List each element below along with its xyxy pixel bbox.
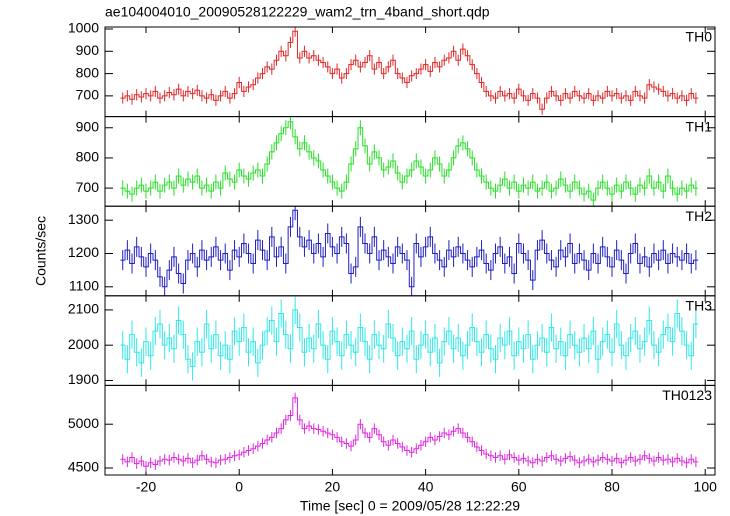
y-tick-label: 4500: [68, 459, 99, 475]
y-tick-label: 900: [76, 118, 100, 134]
x-axis-label: Time [sec] 0 = 2009/05/28 12:22:29: [300, 498, 520, 514]
step-line: [120, 121, 699, 201]
panel-frame: [104, 116, 716, 207]
y-tick-label: 1300: [68, 211, 99, 227]
x-tick-label: 40: [418, 479, 434, 495]
x-tick-label: 0: [235, 479, 243, 495]
y-tick-label: 1000: [68, 20, 99, 36]
panel-frame: [104, 384, 716, 476]
x-tick-label: 20: [325, 479, 341, 495]
step-line: [120, 209, 699, 288]
step-line: [120, 309, 699, 367]
panel-label: TH0123: [662, 387, 712, 403]
x-tick-label: 60: [511, 479, 527, 495]
panel-label: TH2: [686, 208, 713, 224]
y-tick-label: 800: [76, 149, 100, 165]
x-tick-label: 80: [604, 479, 620, 495]
x-tick-label: -20: [136, 479, 156, 495]
y-tick-label: 700: [76, 179, 100, 195]
y-tick-label: 2000: [68, 336, 99, 352]
y-tick-label: 5000: [68, 415, 99, 431]
y-tick-label: 1900: [68, 371, 99, 387]
step-line: [120, 397, 699, 467]
panel-label: TH1: [686, 118, 713, 134]
step-line: [120, 30, 699, 110]
panel-label: TH3: [686, 298, 713, 314]
y-tick-label: 2100: [68, 301, 99, 317]
chart-title: ae104004010_20090528122229_wam2_trn_4ban…: [105, 4, 490, 20]
panel-frame: [104, 205, 716, 297]
y-tick-label: 800: [76, 64, 100, 80]
y-axis-label: Counts/sec: [33, 216, 49, 286]
panel-frame: [104, 26, 716, 118]
panel-frame: [104, 295, 716, 386]
y-tick-label: 700: [76, 87, 100, 103]
y-tick-label: 1200: [68, 244, 99, 260]
y-tick-label: 1100: [69, 278, 99, 294]
y-tick-label: 900: [76, 42, 100, 58]
panel-label: TH0: [686, 29, 713, 45]
x-tick-label: 100: [694, 479, 718, 495]
